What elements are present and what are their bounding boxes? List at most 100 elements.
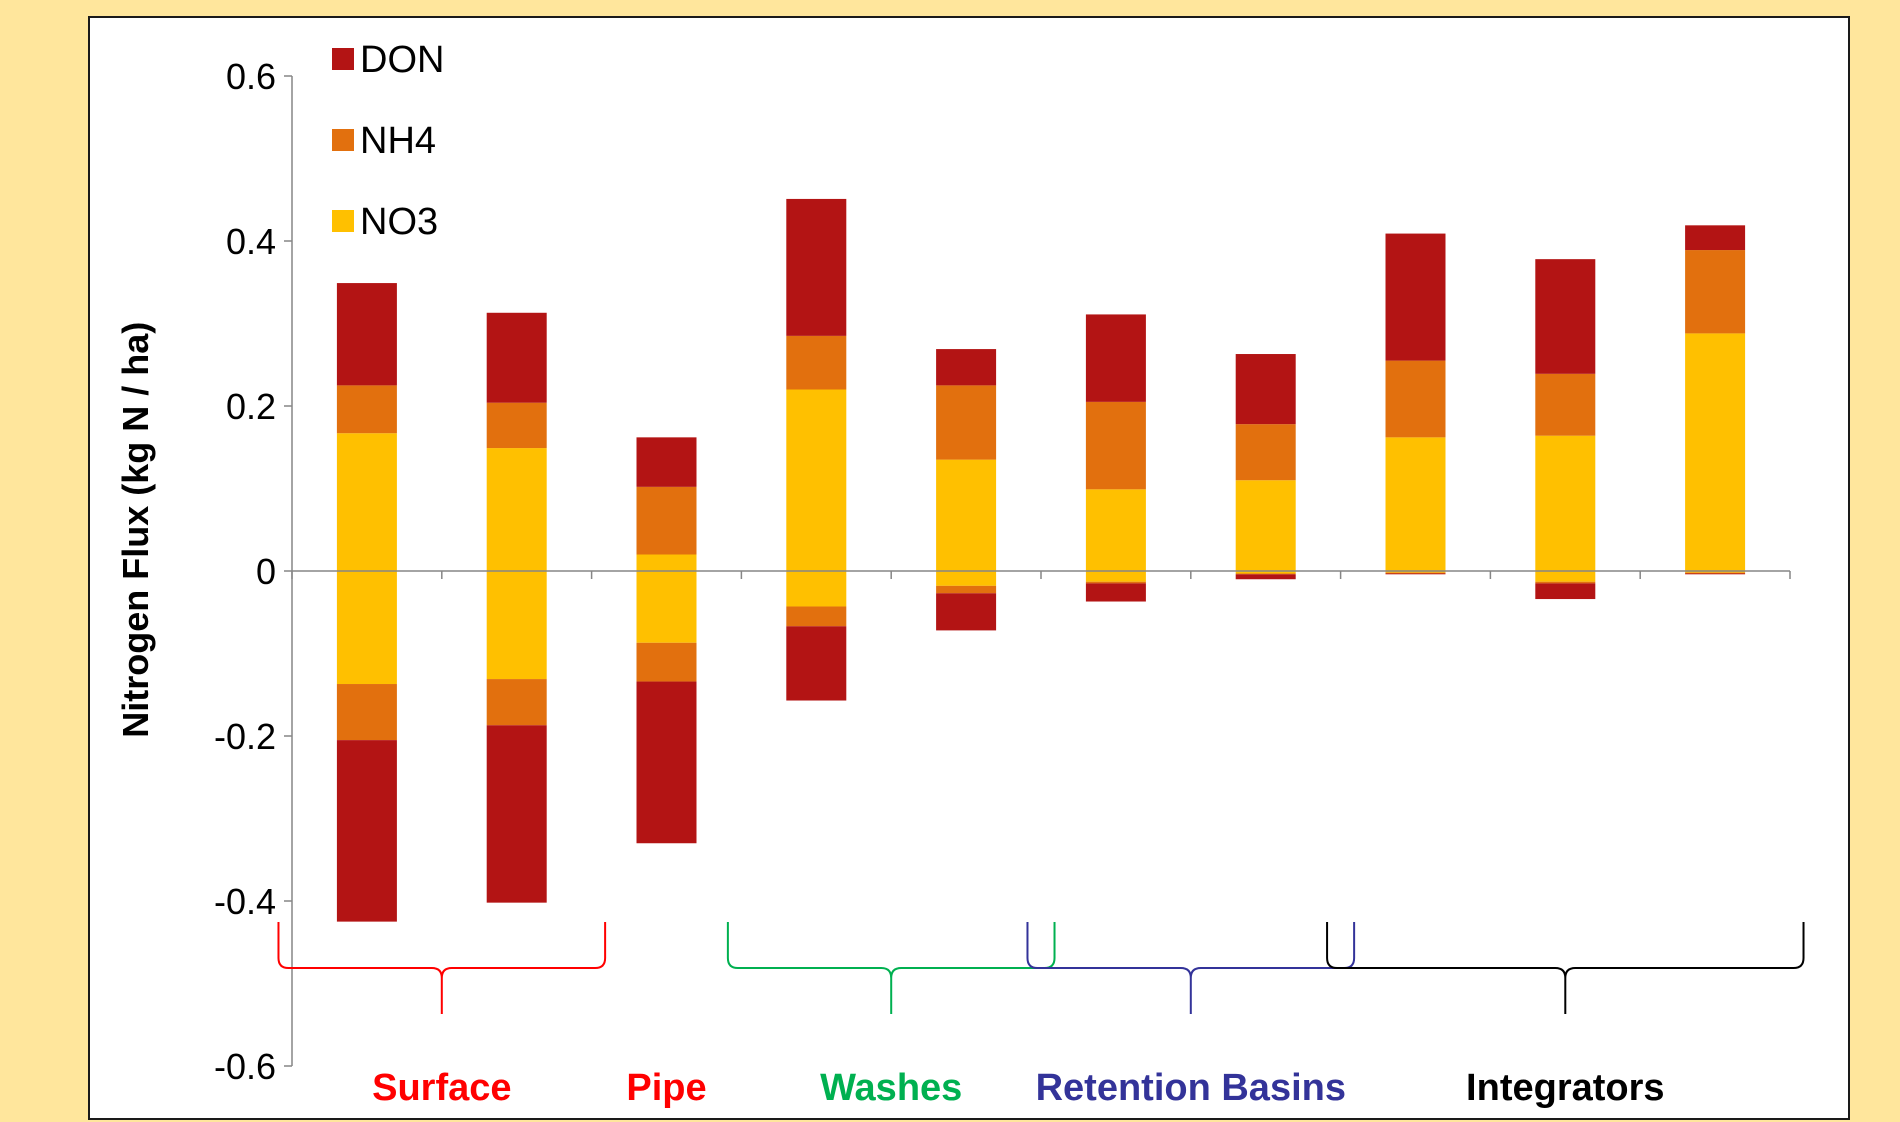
bar-nh4-pos-10: [1685, 250, 1746, 334]
group-labels: Surface Pipe Washes Retention Basins Integra…: [372, 1067, 1664, 1109]
bar-don-neg-7: [1235, 574, 1296, 580]
bar-nh4-neg-9: [1535, 581, 1596, 584]
bar-nh4-pos-1: [336, 385, 397, 434]
y-tick-label: -0.4: [214, 881, 276, 922]
bar-no3-neg-4: [786, 571, 847, 607]
bar-nh4-pos-6: [1085, 401, 1146, 490]
bar-don-pos-10: [1685, 225, 1746, 251]
bar-nh4-neg-4: [786, 606, 847, 627]
bar-no3-neg-9: [1535, 571, 1596, 582]
bar-don-pos-3: [636, 437, 697, 487]
bar-nh4-pos-2: [486, 402, 547, 449]
legend-label-no3: NO3: [360, 201, 438, 243]
bar-stack-3: [636, 437, 697, 844]
bar-no3-pos-10: [1685, 333, 1746, 571]
bar-nh4-pos-8: [1385, 360, 1446, 438]
bar-don-neg-3: [636, 681, 697, 844]
legend-swatch-don: [332, 48, 354, 70]
bar-nh4-neg-1: [336, 684, 397, 741]
group-label-washes: Washes: [820, 1067, 962, 1109]
bar-nh4-pos-4: [786, 335, 847, 390]
bar-nh4-neg-7: [1235, 573, 1296, 575]
bar-stack-4: [786, 198, 847, 701]
bar-nh4-pos-3: [636, 486, 697, 555]
bar-nh4-neg-3: [636, 642, 697, 682]
bar-no3-neg-8: [1385, 571, 1446, 573]
bar-stack-6: [1085, 314, 1146, 602]
bar-no3-neg-1: [336, 571, 397, 685]
bar-nh4-neg-2: [486, 679, 547, 726]
bar-don-neg-5: [936, 593, 997, 631]
bar-don-pos-9: [1535, 259, 1596, 374]
y-tick-label: -0.2: [214, 716, 276, 757]
bar-nh4-pos-5: [936, 385, 997, 460]
bar-nh4-neg-8: [1385, 572, 1446, 574]
bar-don-neg-6: [1085, 583, 1146, 602]
bar-don-neg-2: [486, 725, 547, 903]
bar-stack-10: [1685, 225, 1746, 575]
bar-don-neg-4: [786, 626, 847, 701]
bar-no3-neg-3: [636, 571, 697, 643]
bar-don-neg-9: [1535, 583, 1596, 600]
legend-item-nh4: NH4: [332, 120, 436, 162]
axis-layer: 0.6 0.4 0.2 0 -0.2 -0.4 -0.6: [214, 56, 1791, 1087]
y-tick-label: 0.2: [226, 386, 276, 427]
bar-no3-pos-4: [786, 389, 847, 571]
group-braces: [277, 922, 1805, 1014]
bar-stack-5: [936, 349, 997, 631]
bar-no3-pos-5: [936, 459, 997, 571]
legend-item-no3: NO3: [332, 201, 438, 243]
bar-stack-1: [336, 283, 397, 922]
bar-don-pos-2: [486, 312, 547, 403]
group-label-pipe: Pipe: [626, 1067, 706, 1109]
group-label-integrators: Integrators: [1466, 1067, 1664, 1109]
legend-item-don: DON: [332, 39, 444, 81]
bars-layer: [336, 198, 1746, 922]
y-axis-label: Nitrogen Flux (kg N / ha): [115, 322, 156, 738]
bar-no3-pos-1: [336, 433, 397, 571]
chart-panel: 0.6 0.4 0.2 0 -0.2 -0.4 -0.6 DON NH4 NO3 Surface…: [88, 16, 1850, 1120]
bar-no3-pos-7: [1235, 480, 1296, 571]
y-tick-label: 0: [256, 551, 276, 592]
legend: DON NH4 NO3: [332, 39, 444, 243]
y-tick-label: 0.6: [226, 56, 276, 97]
bar-don-neg-10: [1685, 573, 1746, 575]
brace-retention-basins: [1026, 922, 1356, 1014]
bar-no3-pos-3: [636, 554, 697, 571]
legend-swatch-nh4: [332, 129, 354, 151]
brace-integrators: [1326, 922, 1805, 1014]
bar-don-neg-8: [1385, 573, 1446, 575]
bar-nh4-neg-5: [936, 585, 997, 594]
bar-no3-neg-7: [1235, 571, 1296, 574]
bar-nh4-pos-7: [1235, 424, 1296, 481]
bar-no3-pos-9: [1535, 435, 1596, 571]
bar-stack-9: [1535, 259, 1596, 600]
bar-don-pos-8: [1385, 233, 1446, 361]
bar-no3-neg-10: [1685, 571, 1746, 573]
group-label-surface: Surface: [372, 1067, 511, 1109]
bar-no3-neg-2: [486, 571, 547, 680]
bar-nh4-neg-10: [1685, 572, 1746, 574]
stacked-bar-chart: 0.6 0.4 0.2 0 -0.2 -0.4 -0.6 DON NH4 NO3 Surface…: [115, 39, 1805, 1109]
bar-no3-neg-6: [1085, 571, 1146, 582]
brace-washes: [726, 922, 1056, 1014]
y-tick-label: 0.4: [226, 221, 276, 262]
bar-nh4-pos-9: [1535, 373, 1596, 436]
bar-don-pos-6: [1085, 314, 1146, 402]
bar-don-pos-5: [936, 349, 997, 386]
group-label-retention-basins: Retention Basins: [1036, 1067, 1346, 1109]
bar-no3-pos-6: [1085, 489, 1146, 571]
bar-don-pos-4: [786, 198, 847, 336]
bar-stack-2: [486, 312, 547, 903]
bar-stack-8: [1385, 233, 1446, 575]
bar-no3-neg-5: [936, 571, 997, 586]
legend-label-nh4: NH4: [360, 120, 436, 162]
legend-label-don: DON: [360, 39, 444, 81]
bar-stack-7: [1235, 354, 1296, 580]
bar-don-pos-1: [336, 283, 397, 386]
legend-swatch-no3: [332, 210, 354, 232]
brace-surface: [277, 922, 607, 1014]
bar-don-neg-1: [336, 740, 397, 922]
bar-nh4-neg-6: [1085, 581, 1146, 584]
bar-no3-pos-8: [1385, 437, 1446, 571]
